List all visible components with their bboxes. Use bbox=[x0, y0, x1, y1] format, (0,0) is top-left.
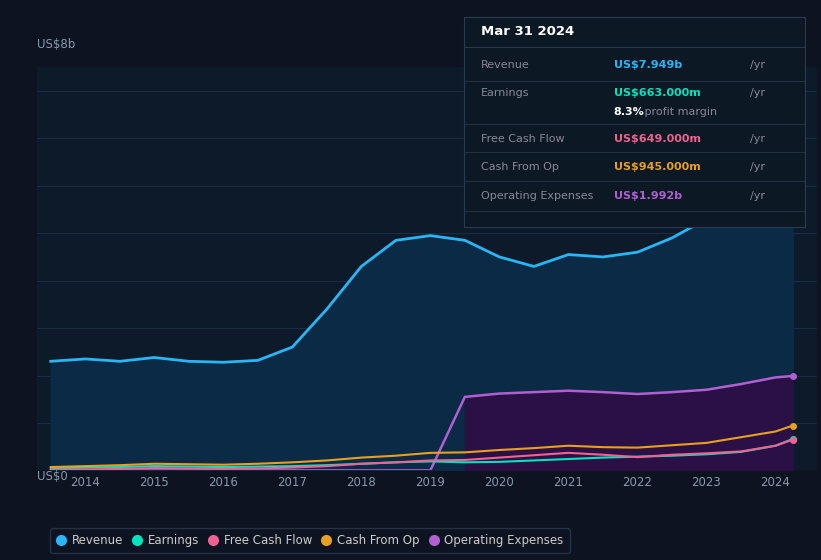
Text: Free Cash Flow: Free Cash Flow bbox=[481, 134, 565, 143]
Text: Earnings: Earnings bbox=[481, 88, 530, 99]
Text: 8.3%: 8.3% bbox=[614, 108, 644, 118]
Legend: Revenue, Earnings, Free Cash Flow, Cash From Op, Operating Expenses: Revenue, Earnings, Free Cash Flow, Cash … bbox=[50, 529, 570, 553]
Text: Revenue: Revenue bbox=[481, 60, 530, 70]
Text: /yr: /yr bbox=[750, 88, 765, 99]
Text: Operating Expenses: Operating Expenses bbox=[481, 192, 594, 202]
Text: US$7.949b: US$7.949b bbox=[614, 60, 682, 70]
Text: US$945.000m: US$945.000m bbox=[614, 162, 700, 172]
Text: /yr: /yr bbox=[750, 192, 765, 202]
Text: US$663.000m: US$663.000m bbox=[614, 88, 700, 99]
Text: US$0: US$0 bbox=[37, 470, 67, 483]
Text: /yr: /yr bbox=[750, 60, 765, 70]
Text: US$649.000m: US$649.000m bbox=[614, 134, 701, 143]
Text: US$1.992b: US$1.992b bbox=[614, 192, 682, 202]
Text: /yr: /yr bbox=[750, 162, 765, 172]
Text: US$8b: US$8b bbox=[37, 38, 76, 51]
Text: profit margin: profit margin bbox=[641, 108, 718, 118]
Text: Mar 31 2024: Mar 31 2024 bbox=[481, 25, 574, 38]
Text: Cash From Op: Cash From Op bbox=[481, 162, 559, 172]
Text: /yr: /yr bbox=[750, 134, 765, 143]
